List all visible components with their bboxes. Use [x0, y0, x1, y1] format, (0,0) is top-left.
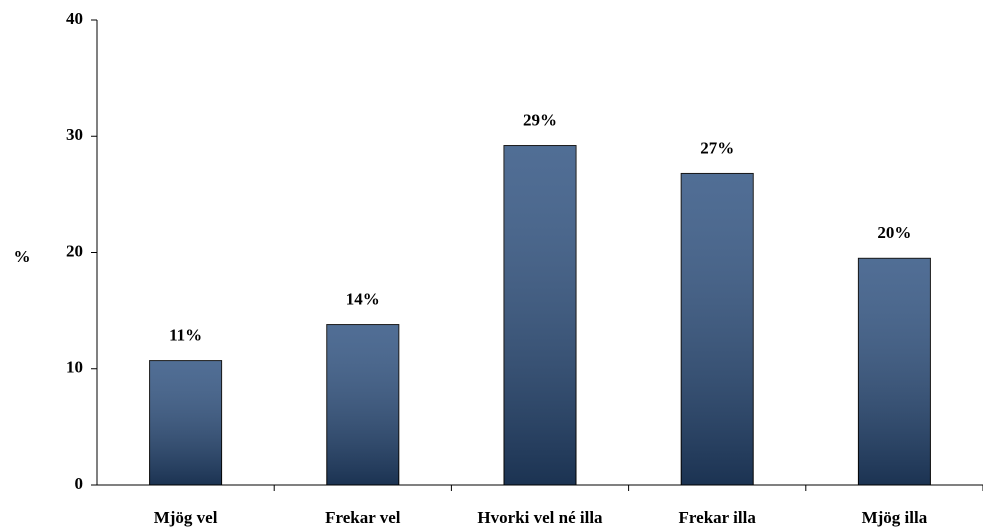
y-tick-label: 20 — [66, 241, 83, 260]
y-tick-label: 0 — [75, 474, 84, 493]
bar — [149, 360, 223, 486]
data-label: 27% — [700, 138, 734, 157]
x-tick-label: Frekar illa — [679, 508, 757, 527]
x-tick-label: Hvorki vel né illa — [477, 508, 603, 527]
y-tick-label: 10 — [66, 358, 83, 377]
bar — [503, 145, 577, 486]
data-label: 14% — [346, 289, 380, 308]
data-label: 11% — [169, 326, 202, 345]
x-tick-label: Mjög vel — [154, 508, 218, 527]
data-label: 29% — [523, 110, 557, 129]
data-label: 20% — [877, 223, 911, 242]
y-tick-label: 40 — [66, 9, 83, 28]
x-tick-label: Mjög illa — [862, 508, 928, 527]
bar — [680, 172, 754, 486]
y-axis-label: % — [14, 247, 31, 266]
y-tick-label: 30 — [66, 125, 83, 144]
x-tick-label: Frekar vel — [325, 508, 401, 527]
bar — [857, 257, 931, 486]
bar — [326, 324, 400, 486]
